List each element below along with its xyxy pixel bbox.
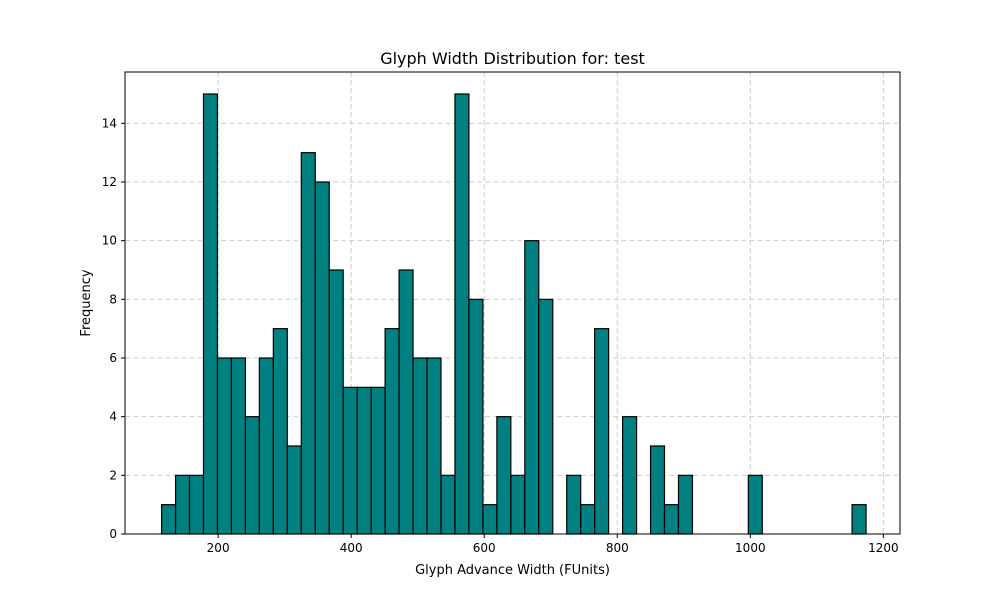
histogram-bar [244, 416, 260, 535]
y-tick-label: 4 [109, 410, 117, 424]
histogram-bar [440, 474, 456, 535]
histogram-bar [202, 93, 219, 535]
histogram-bar [328, 269, 344, 535]
x-tick-label: 1000 [735, 541, 766, 555]
y-tick-label: 12 [102, 175, 117, 189]
histogram-bar [342, 386, 358, 535]
histogram-bar [468, 298, 484, 535]
y-tick-label: 10 [102, 234, 117, 248]
histogram-bar [538, 298, 554, 535]
histogram-bar [454, 93, 470, 535]
histogram-bar [300, 152, 316, 535]
ticks-layer: 200 400 600 800 1000 1200 0 2 4 6 8 10 12 14 [102, 116, 899, 555]
bars-layer [160, 93, 867, 535]
plot-frame [124, 71, 901, 535]
histogram-bar [398, 269, 414, 535]
x-axis-label: Glyph Advance Width (FUnits) [415, 563, 610, 578]
y-tick-label: 6 [109, 351, 117, 365]
histogram-bar [747, 474, 763, 535]
x-tick-label: 1200 [868, 541, 899, 555]
histogram-bar [258, 357, 274, 535]
histogram-bar [356, 386, 372, 535]
histogram-bar [621, 416, 638, 535]
histogram-bar [384, 328, 400, 535]
x-tick-label: 200 [207, 541, 230, 555]
histogram-bar [272, 328, 288, 535]
y-tick-label: 0 [109, 527, 117, 541]
y-axis-label: Frequency [79, 269, 94, 336]
histogram-bar [851, 504, 867, 535]
histogram-bar [286, 445, 302, 535]
histogram-bar [230, 357, 247, 535]
histogram-bar [649, 445, 666, 535]
histogram-bar [677, 474, 694, 535]
histogram-bar [370, 386, 386, 535]
histogram-bar [482, 504, 498, 535]
histogram-bar [160, 504, 177, 535]
histogram-bar [412, 357, 428, 535]
x-tick-label: 400 [340, 541, 363, 555]
histogram-bar [496, 416, 512, 535]
chart-title: Glyph Width Distribution for: test [380, 49, 645, 68]
histogram-bar [566, 474, 582, 535]
y-tick-label: 2 [109, 468, 117, 482]
x-tick-label: 600 [473, 541, 496, 555]
histogram-bar [216, 357, 233, 535]
histogram-bar [188, 474, 205, 535]
histogram-bar [510, 474, 526, 535]
y-tick-label: 8 [109, 292, 117, 306]
histogram-bar [314, 181, 330, 535]
x-tick-label: 800 [606, 541, 629, 555]
histogram-bar [663, 504, 680, 535]
histogram-bar [174, 474, 191, 535]
histogram-bar [524, 240, 540, 535]
y-tick-label: 14 [102, 116, 117, 130]
histogram-bar [580, 504, 596, 535]
histogram-bar [426, 357, 442, 535]
histogram-bar [594, 328, 610, 535]
